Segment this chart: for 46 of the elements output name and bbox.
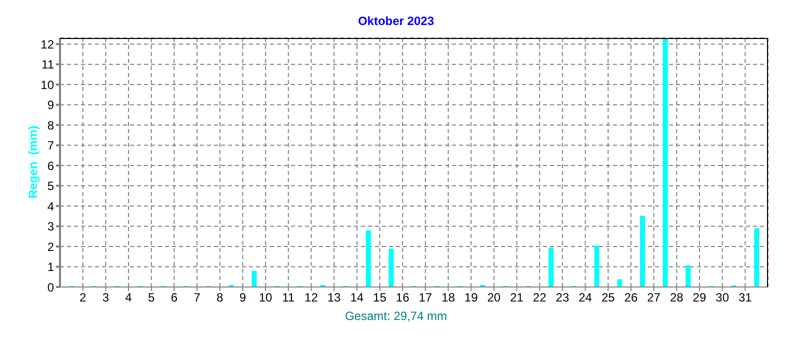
- y-tick-label: 12: [40, 37, 54, 52]
- y-tick-label: 4: [47, 199, 54, 214]
- text: Gesamt: 29,74 mm: [344, 309, 448, 323]
- x-tick-label: 7: [194, 290, 201, 305]
- y-tick-label: 9: [47, 98, 54, 112]
- y-tick-label: 0: [47, 280, 54, 294]
- x-tick-label: 3: [102, 290, 110, 305]
- x-tick-label: 17: [418, 290, 432, 305]
- x-tick-label: 30: [716, 290, 730, 305]
- x-tick-label: 5: [148, 290, 156, 305]
- x-tick-label: 10: [258, 290, 273, 305]
- y-tick-label: 10: [40, 78, 54, 92]
- x-tick-label: 4: [125, 290, 132, 305]
- y-tick-label: 3: [47, 220, 54, 234]
- x-tick-label: 2: [79, 290, 86, 305]
- chart-title: Oktober 2023: [356, 14, 436, 28]
- x-tick-label: 6: [170, 290, 178, 305]
- x-tick-label: 29: [692, 290, 706, 305]
- x-tick-label: 25: [601, 290, 616, 305]
- x-tick-label: 20: [487, 290, 501, 305]
- x-tick-label: 18: [442, 290, 456, 305]
- y-tick-label: 1: [47, 260, 54, 274]
- x-tick-label: 9: [239, 290, 246, 305]
- x-tick-label: 27: [647, 290, 661, 305]
- x-tick-label: 13: [327, 290, 342, 305]
- y-tick-label: 11: [42, 58, 54, 72]
- y-tick-label: 5: [47, 179, 54, 194]
- x-tick-label: 28: [670, 290, 684, 305]
- x-tick-label: 26: [624, 290, 638, 305]
- x-tick-label: 31: [738, 290, 752, 305]
- x-tick-label: 19: [464, 290, 478, 305]
- y-axis-title: Regen (mm): [26, 126, 40, 198]
- x-tick-label: 22: [532, 290, 547, 305]
- x-tick-label: 12: [304, 290, 318, 305]
- y-tick-label: 8: [47, 118, 54, 132]
- x-tick-label: 21: [510, 290, 524, 305]
- y-tick-label: 7: [47, 138, 54, 153]
- x-tick-label: 14: [350, 290, 364, 305]
- y-tick-label: 2: [47, 240, 54, 254]
- y-tick-label: 6: [47, 158, 54, 173]
- x-tick-label: 15: [373, 290, 387, 305]
- x-tick-label: 23: [556, 290, 570, 305]
- x-tick-label: 8: [216, 290, 224, 305]
- x-tick-label: 11: [282, 290, 295, 305]
- x-tick-label: 16: [396, 290, 410, 305]
- x-tick-label: 24: [578, 290, 592, 305]
